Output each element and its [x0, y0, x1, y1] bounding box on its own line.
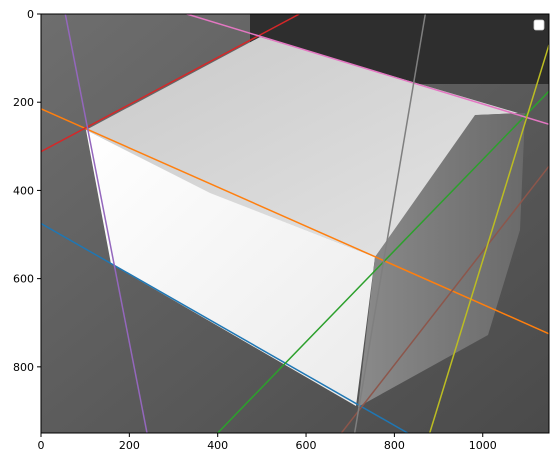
- series-line-6: [340, 165, 549, 433]
- series-line-1: [41, 222, 409, 433]
- y-axis: 0 200 400 600 800: [13, 8, 41, 374]
- series-line-7: [186, 14, 549, 125]
- y-tick-label: 600: [13, 273, 34, 286]
- series-line-4: [41, 14, 300, 153]
- x-axis: 0 200 400 600 800 1000: [38, 433, 497, 452]
- plot-frame: [40, 13, 550, 434]
- x-tick-label: 200: [119, 439, 140, 452]
- x-tick-label: 0: [38, 439, 45, 452]
- box-front-face: [86, 130, 375, 406]
- y-tick-label: 800: [13, 361, 34, 374]
- series-line-2: [41, 108, 549, 335]
- y-tick-label: 200: [13, 96, 34, 109]
- series-line-9: [429, 44, 549, 433]
- x-tick-label: 1000: [469, 439, 497, 452]
- x-tick-label: 400: [207, 439, 228, 452]
- series-line-5: [64, 14, 148, 433]
- box-top-face: [86, 37, 518, 257]
- legend: [533, 19, 545, 31]
- y-tick-label: 0: [27, 8, 34, 21]
- lines-layer: [41, 14, 549, 433]
- box-side-face: [358, 113, 525, 407]
- x-tick-label: 800: [384, 439, 405, 452]
- series-line-8: [353, 14, 427, 433]
- background-photo: [41, 14, 549, 433]
- y-tick-label: 400: [13, 184, 34, 197]
- x-tick-label: 600: [296, 439, 317, 452]
